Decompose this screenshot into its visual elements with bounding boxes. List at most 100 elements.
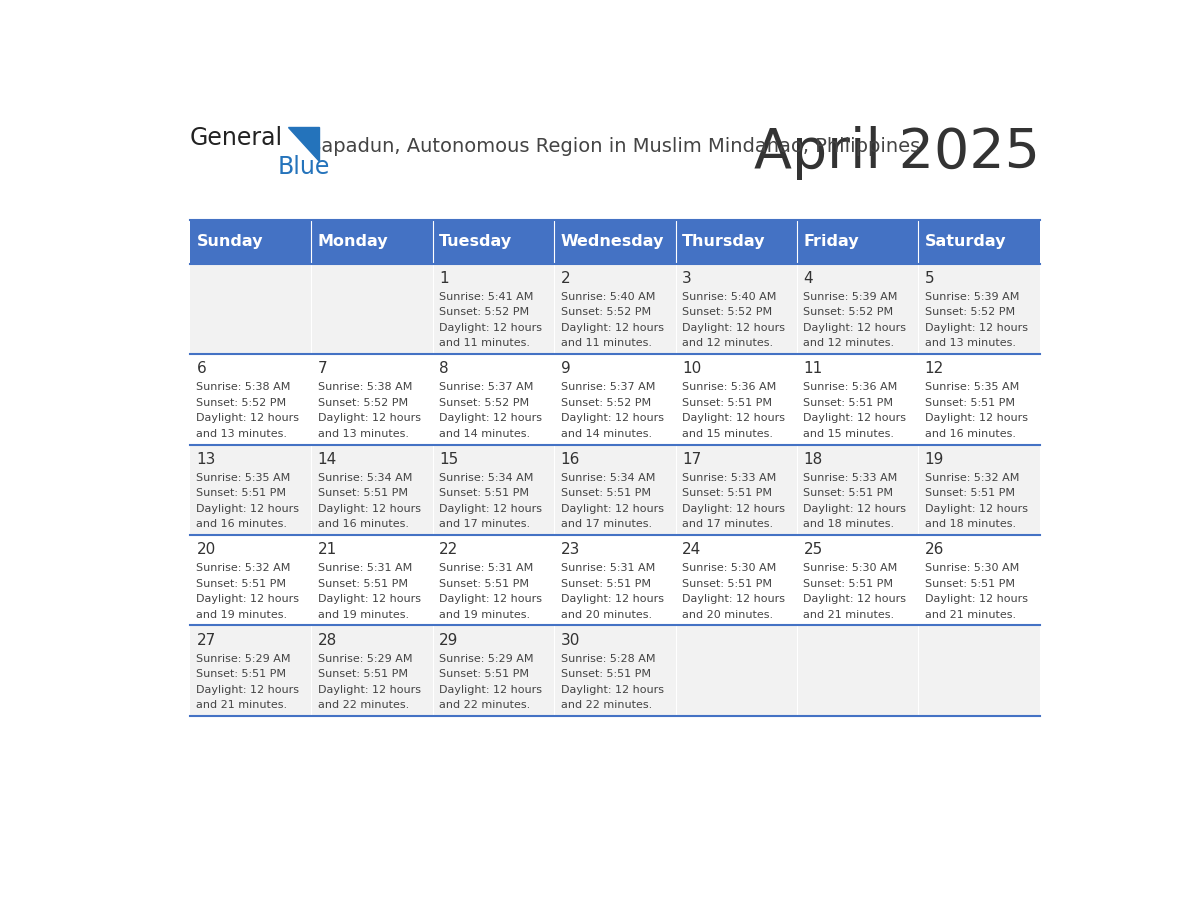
Text: and 17 minutes.: and 17 minutes. [440,520,530,530]
Text: and 19 minutes.: and 19 minutes. [440,610,530,620]
Text: Daylight: 12 hours: Daylight: 12 hours [561,685,664,695]
Bar [554,219,676,263]
Text: Sunrise: 5:39 AM: Sunrise: 5:39 AM [803,292,898,302]
Text: and 15 minutes.: and 15 minutes. [803,429,895,439]
Text: 3: 3 [682,271,691,285]
Text: Daylight: 12 hours: Daylight: 12 hours [317,413,421,423]
Text: 19: 19 [924,452,944,466]
Text: Daylight: 12 hours: Daylight: 12 hours [561,413,664,423]
Bar [190,354,1040,444]
Text: Daylight: 12 hours: Daylight: 12 hours [682,323,785,333]
Text: and 12 minutes.: and 12 minutes. [682,339,773,349]
Text: and 18 minutes.: and 18 minutes. [924,520,1016,530]
Bar [797,219,918,263]
Text: Sunset: 5:52 PM: Sunset: 5:52 PM [803,308,893,318]
Text: Saturday: Saturday [924,234,1006,249]
Text: Sunset: 5:52 PM: Sunset: 5:52 PM [440,308,530,318]
Text: Sunset: 5:51 PM: Sunset: 5:51 PM [682,579,772,588]
Text: Sunrise: 5:34 AM: Sunrise: 5:34 AM [317,473,412,483]
Text: Sunset: 5:51 PM: Sunset: 5:51 PM [924,397,1015,408]
Text: Sunset: 5:51 PM: Sunset: 5:51 PM [196,488,286,498]
Text: and 11 minutes.: and 11 minutes. [440,339,530,349]
Text: Sunrise: 5:34 AM: Sunrise: 5:34 AM [440,473,533,483]
Text: 20: 20 [196,542,216,557]
Text: 10: 10 [682,361,701,376]
Text: Sunrise: 5:31 AM: Sunrise: 5:31 AM [440,564,533,573]
Text: and 19 minutes.: and 19 minutes. [317,610,409,620]
Text: Sunset: 5:52 PM: Sunset: 5:52 PM [561,308,651,318]
Text: and 13 minutes.: and 13 minutes. [196,429,287,439]
Text: Sunrise: 5:29 AM: Sunrise: 5:29 AM [440,654,533,664]
Text: Tuesday: Tuesday [440,234,512,249]
Text: Daylight: 12 hours: Daylight: 12 hours [924,504,1028,514]
Text: 24: 24 [682,542,701,557]
Text: Sunset: 5:51 PM: Sunset: 5:51 PM [682,488,772,498]
Text: 7: 7 [317,361,328,376]
Text: Sunset: 5:51 PM: Sunset: 5:51 PM [440,579,529,588]
Text: Daylight: 12 hours: Daylight: 12 hours [440,594,542,604]
Bar [190,219,311,263]
Bar [311,219,432,263]
Text: Sunset: 5:51 PM: Sunset: 5:51 PM [561,579,651,588]
Text: Sunset: 5:51 PM: Sunset: 5:51 PM [440,669,529,679]
Text: 21: 21 [317,542,337,557]
Text: Daylight: 12 hours: Daylight: 12 hours [196,594,299,604]
Text: Sunset: 5:51 PM: Sunset: 5:51 PM [682,397,772,408]
Text: Sunrise: 5:39 AM: Sunrise: 5:39 AM [924,292,1019,302]
Text: and 21 minutes.: and 21 minutes. [803,610,895,620]
Text: Sunrise: 5:40 AM: Sunrise: 5:40 AM [561,292,655,302]
Text: 9: 9 [561,361,570,376]
Text: Sunset: 5:51 PM: Sunset: 5:51 PM [803,579,893,588]
Text: 4: 4 [803,271,813,285]
Text: Sunrise: 5:35 AM: Sunrise: 5:35 AM [196,473,291,483]
Text: Daylight: 12 hours: Daylight: 12 hours [440,323,542,333]
Text: Sunset: 5:51 PM: Sunset: 5:51 PM [317,669,407,679]
Text: General: General [190,126,283,150]
Text: Sunset: 5:52 PM: Sunset: 5:52 PM [196,397,286,408]
Text: 8: 8 [440,361,449,376]
Text: Thursday: Thursday [682,234,765,249]
Text: 26: 26 [924,542,944,557]
Text: Sunrise: 5:40 AM: Sunrise: 5:40 AM [682,292,776,302]
Text: 18: 18 [803,452,822,466]
Text: Sunrise: 5:33 AM: Sunrise: 5:33 AM [803,473,898,483]
Text: and 22 minutes.: and 22 minutes. [317,700,409,711]
Bar [918,219,1040,263]
Text: 16: 16 [561,452,580,466]
Text: Daylight: 12 hours: Daylight: 12 hours [561,504,664,514]
Text: Sunset: 5:52 PM: Sunset: 5:52 PM [682,308,772,318]
Text: 6: 6 [196,361,207,376]
Text: 28: 28 [317,633,337,647]
Text: 13: 13 [196,452,216,466]
Text: Wednesday: Wednesday [561,234,664,249]
Text: Daylight: 12 hours: Daylight: 12 hours [440,685,542,695]
Text: Sunset: 5:52 PM: Sunset: 5:52 PM [440,397,530,408]
Text: 27: 27 [196,633,216,647]
Text: Friday: Friday [803,234,859,249]
Text: 12: 12 [924,361,944,376]
Text: Sunrise: 5:36 AM: Sunrise: 5:36 AM [682,382,776,392]
Text: Sunset: 5:51 PM: Sunset: 5:51 PM [317,488,407,498]
Text: 5: 5 [924,271,935,285]
Text: and 16 minutes.: and 16 minutes. [317,520,409,530]
Text: and 17 minutes.: and 17 minutes. [561,520,652,530]
Text: Daylight: 12 hours: Daylight: 12 hours [924,323,1028,333]
Text: Sunrise: 5:30 AM: Sunrise: 5:30 AM [924,564,1019,573]
Text: 30: 30 [561,633,580,647]
Text: Sapadun, Autonomous Region in Muslim Mindanao, Philippines: Sapadun, Autonomous Region in Muslim Min… [309,137,921,156]
Text: Sunrise: 5:38 AM: Sunrise: 5:38 AM [317,382,412,392]
Text: Daylight: 12 hours: Daylight: 12 hours [924,413,1028,423]
Text: Sunrise: 5:41 AM: Sunrise: 5:41 AM [440,292,533,302]
Text: Sunset: 5:51 PM: Sunset: 5:51 PM [803,397,893,408]
Text: Daylight: 12 hours: Daylight: 12 hours [440,413,542,423]
Text: and 20 minutes.: and 20 minutes. [682,610,773,620]
Text: Sunset: 5:51 PM: Sunset: 5:51 PM [924,488,1015,498]
Text: Sunset: 5:51 PM: Sunset: 5:51 PM [196,669,286,679]
Text: Sunrise: 5:31 AM: Sunrise: 5:31 AM [317,564,412,573]
Text: and 20 minutes.: and 20 minutes. [561,610,652,620]
Text: April 2025: April 2025 [753,126,1040,180]
Text: Sunrise: 5:29 AM: Sunrise: 5:29 AM [317,654,412,664]
Text: 29: 29 [440,633,459,647]
Text: Sunrise: 5:37 AM: Sunrise: 5:37 AM [440,382,533,392]
Text: 2: 2 [561,271,570,285]
